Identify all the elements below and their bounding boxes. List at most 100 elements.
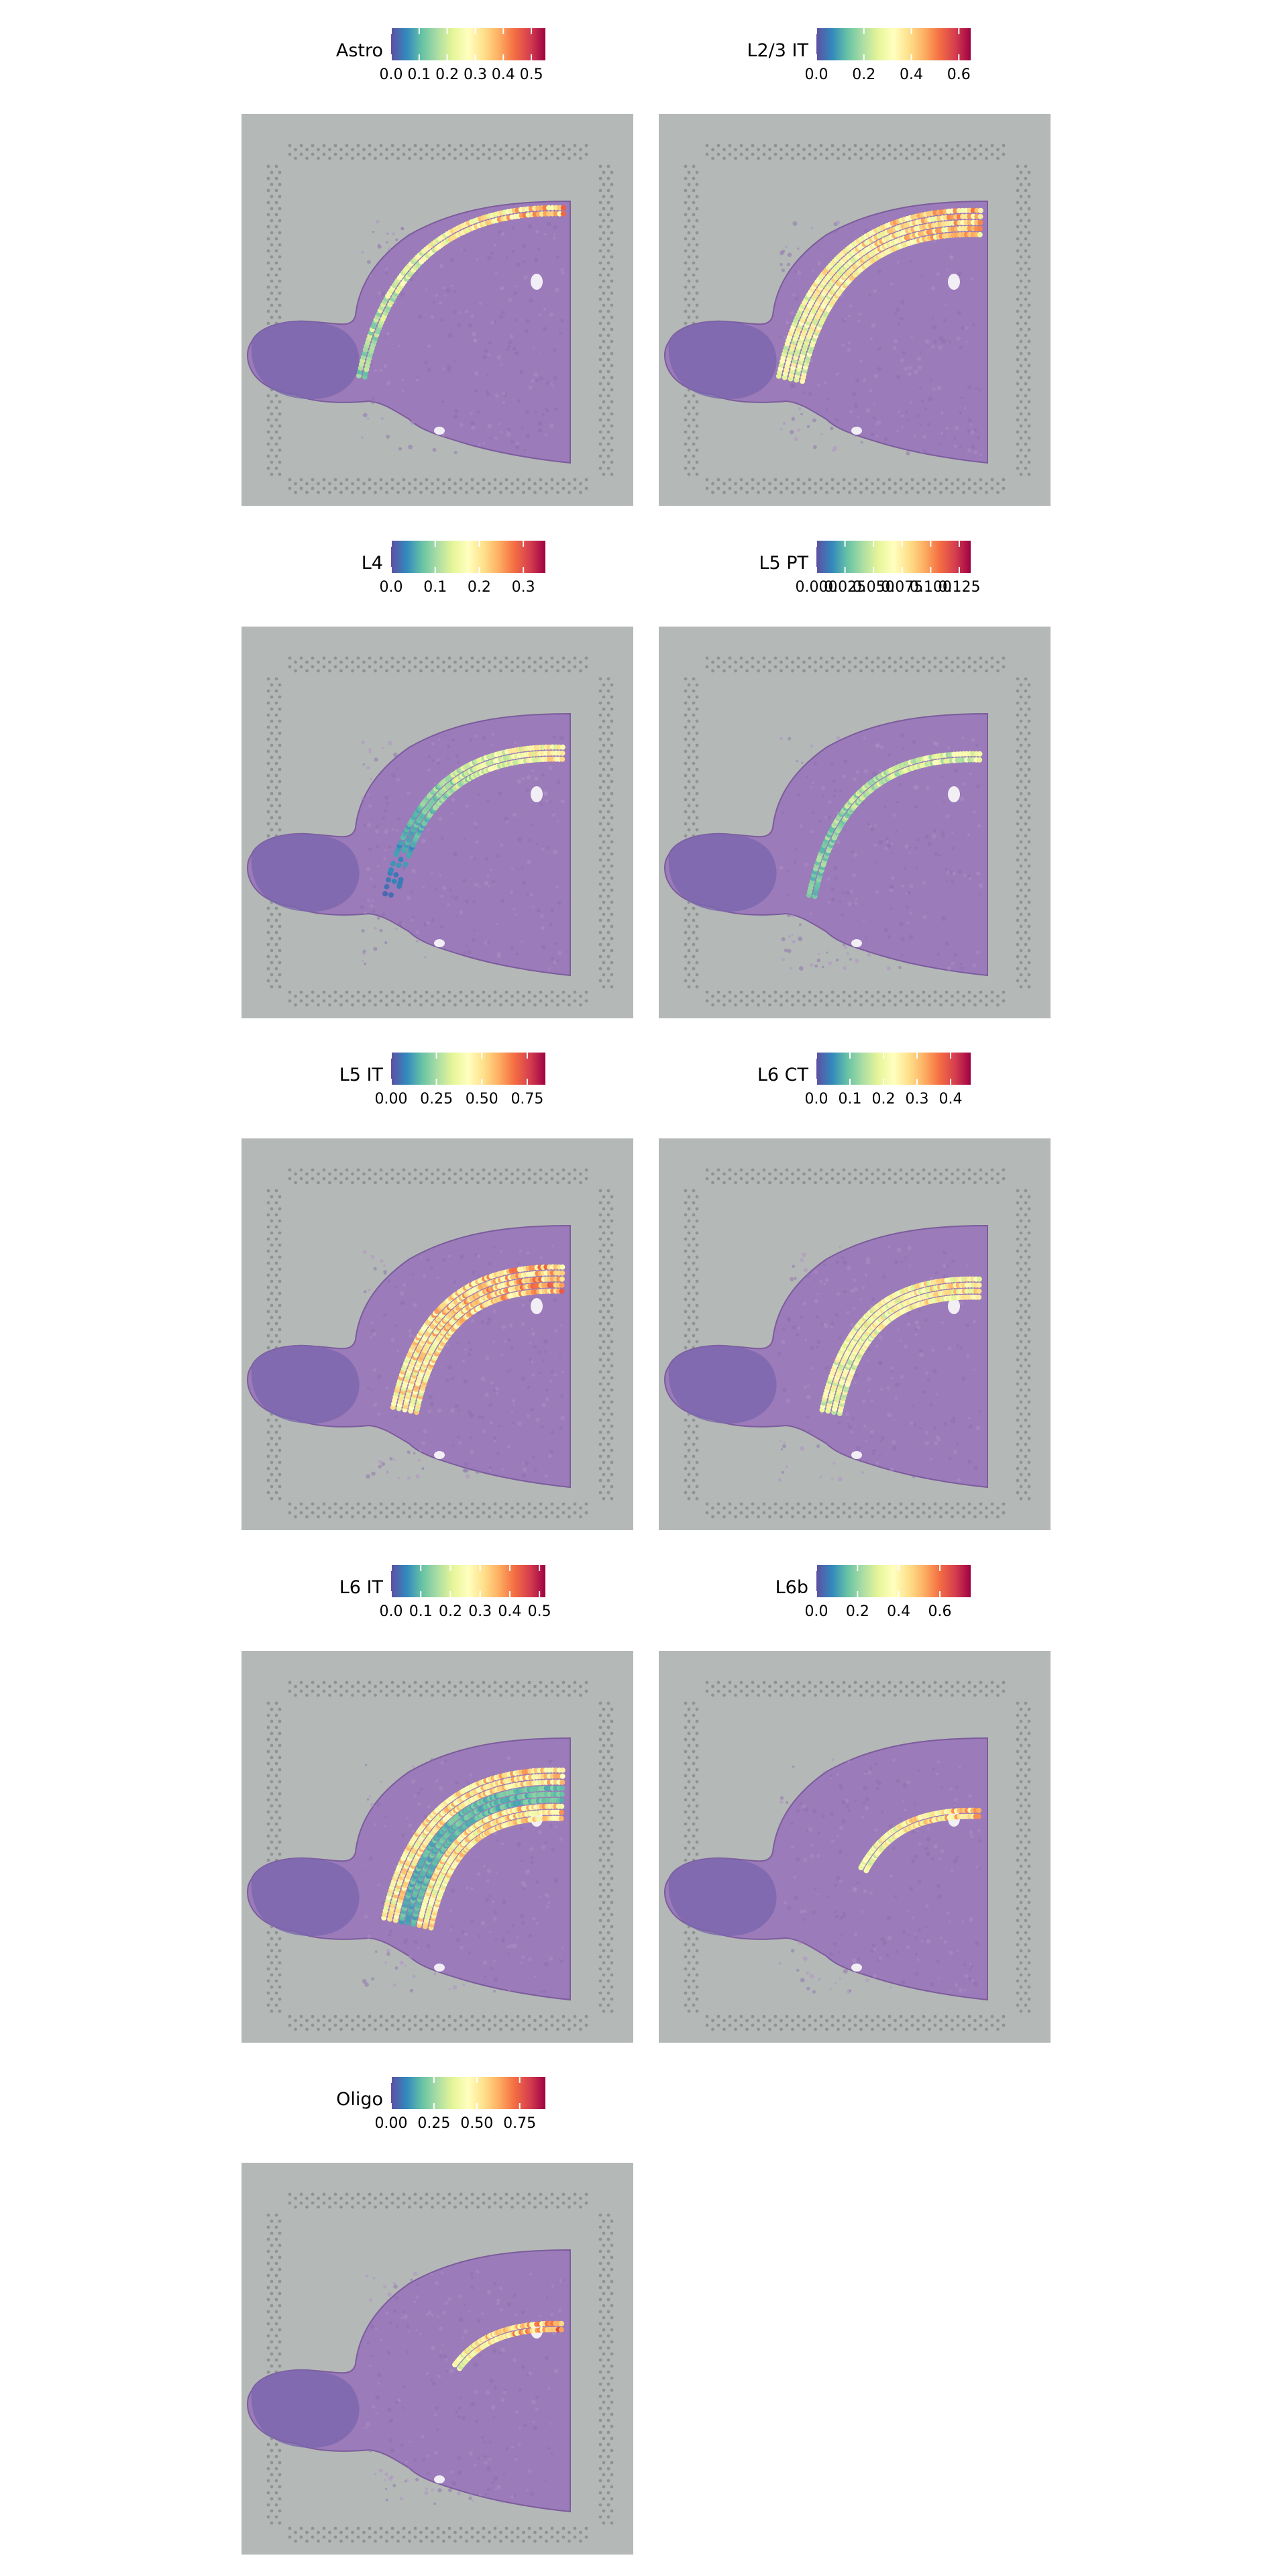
colorbar-tick-label: 0.6 [928, 1603, 952, 1620]
tissue-panel [241, 114, 633, 506]
colorbar [816, 1565, 971, 1597]
spot [559, 1270, 566, 1276]
tissue-panel [659, 627, 1051, 1018]
colorbar [816, 28, 971, 60]
colorbar-tick-label: 0.3 [906, 1091, 929, 1108]
colorbar-tick-label: 0.50 [466, 1091, 498, 1108]
colorbar-tick-label: 0.0 [805, 1603, 828, 1620]
spot [559, 1779, 566, 1785]
spot [559, 1282, 565, 1288]
spot [559, 1791, 565, 1797]
tissue-texture [778, 1758, 982, 1994]
tissue-panel [241, 2163, 633, 2555]
ventricle [434, 939, 445, 947]
spot [560, 205, 566, 211]
panel-l2-3-it: L2/3 IT 0.0 0.2 0.4 0.6 [659, 28, 1051, 506]
colorbar-tick-label: 0.1 [409, 1603, 433, 1620]
ventricle [434, 1451, 445, 1459]
legend-title: L6 CT [757, 1065, 809, 1085]
spot [977, 751, 983, 757]
olfactory-bulb [251, 833, 360, 912]
legend: L2/3 IT 0.0 0.2 0.4 0.6 [747, 28, 971, 83]
colorbar-tick-label: 0.6 [947, 66, 971, 83]
olfactory-bulb [251, 1345, 360, 1424]
spot [559, 1288, 565, 1294]
colorbar [391, 541, 545, 573]
colorbar [391, 1565, 545, 1597]
legend-title: L6b [775, 1577, 808, 1598]
tissue-panel [659, 1138, 1051, 1530]
spot [398, 840, 404, 846]
spot [382, 891, 388, 897]
tissue-panel [659, 114, 1051, 506]
colorbar-tick-label: 0.5 [528, 1603, 551, 1620]
spot [559, 1803, 565, 1809]
colorbar-tick-label: 0.1 [407, 66, 431, 83]
spot-layer [390, 1264, 566, 1415]
ventricle [434, 1964, 445, 1972]
tissue-section [247, 200, 571, 464]
fiducial-frame [684, 656, 1031, 1007]
colorbar-tick-label: 0.25 [420, 1091, 453, 1108]
spot [559, 744, 566, 750]
olfactory-bulb [668, 1858, 777, 1936]
tissue-panel [241, 627, 633, 1018]
spot [976, 1288, 982, 1294]
colorbar-tick-label: 0.4 [492, 66, 515, 83]
colorbar-tick-label: 0.4 [939, 1091, 963, 1108]
olfactory-bulb [668, 1345, 777, 1424]
colorbar-tick-label: 0.1 [839, 1091, 862, 1108]
colorbar-tick-label: 0.00 [375, 2115, 408, 2132]
colorbar-tick-label: 0.5 [520, 66, 543, 83]
legend: Oligo 0.00 0.25 0.50 0.75 [336, 2077, 545, 2132]
colorbar-tick-label: 0.000 [796, 579, 838, 596]
spot [977, 207, 983, 213]
legend: L4 0.0 0.1 0.2 0.3 [362, 541, 545, 596]
panel-l5-it: L5 IT 0.00 0.25 0.50 0.75 [241, 1053, 633, 1530]
colorbar [816, 1053, 971, 1085]
colorbar-tick-label: 0.075 [881, 579, 923, 596]
colorbar-tick-label: 0.25 [417, 2115, 450, 2132]
colorbar-tick-label: 0.4 [498, 1603, 521, 1620]
spot [384, 883, 390, 890]
spot [549, 205, 555, 211]
tissue-panel [659, 1651, 1051, 2043]
ventricle [851, 939, 862, 947]
spot [559, 756, 566, 762]
colorbar-tick-label: 0.2 [439, 1603, 462, 1620]
panel-l6-ct: L6 CT 0.0 0.1 0.2 0.3 0.4 [659, 1053, 1051, 1530]
spot [559, 1767, 566, 1773]
colorbar-tick-label: 0.3 [464, 66, 487, 83]
colorbar-tick-label: 0.100 [910, 579, 952, 596]
spot [976, 1294, 982, 1300]
spot [388, 892, 394, 898]
spot [559, 1809, 564, 1815]
spot [386, 877, 391, 883]
tissue-panel [241, 1138, 633, 1530]
ventricle [948, 274, 960, 290]
legend-title: L4 [362, 553, 383, 574]
legend: L6 IT 0.0 0.1 0.2 0.3 0.4 0.5 [339, 1565, 551, 1620]
panel-l6b: L6b 0.0 0.2 0.4 0.6 [659, 1565, 1051, 2043]
colorbar-tick-label: 0.0 [380, 66, 403, 83]
colorbar-tick-label: 0.75 [511, 1091, 543, 1108]
colorbar-tick-label: 0.2 [435, 66, 459, 83]
spot [976, 1282, 982, 1288]
spot [402, 861, 409, 867]
spot-layer [452, 2320, 564, 2371]
tissue-panel [241, 1651, 633, 2043]
colorbar-tick-label: 0.4 [900, 66, 923, 83]
colorbar-tick-label: 0.75 [503, 2115, 536, 2132]
legend: L6 CT 0.0 0.1 0.2 0.3 0.4 [757, 1053, 971, 1108]
ventricle [851, 1964, 862, 1972]
spot [388, 867, 394, 873]
colorbar-tick-label: 0.3 [468, 1603, 492, 1620]
legend: Astro 0.0 0.1 0.2 0.3 0.4 0.5 [336, 28, 545, 83]
colorbar-tick-label: 0.1 [423, 579, 447, 596]
spot [390, 861, 396, 867]
colorbar-tick-label: 0.00 [375, 1091, 408, 1108]
colorbar [391, 28, 545, 60]
colorbar [391, 2077, 545, 2109]
colorbar-tick-label: 0.2 [468, 579, 491, 596]
